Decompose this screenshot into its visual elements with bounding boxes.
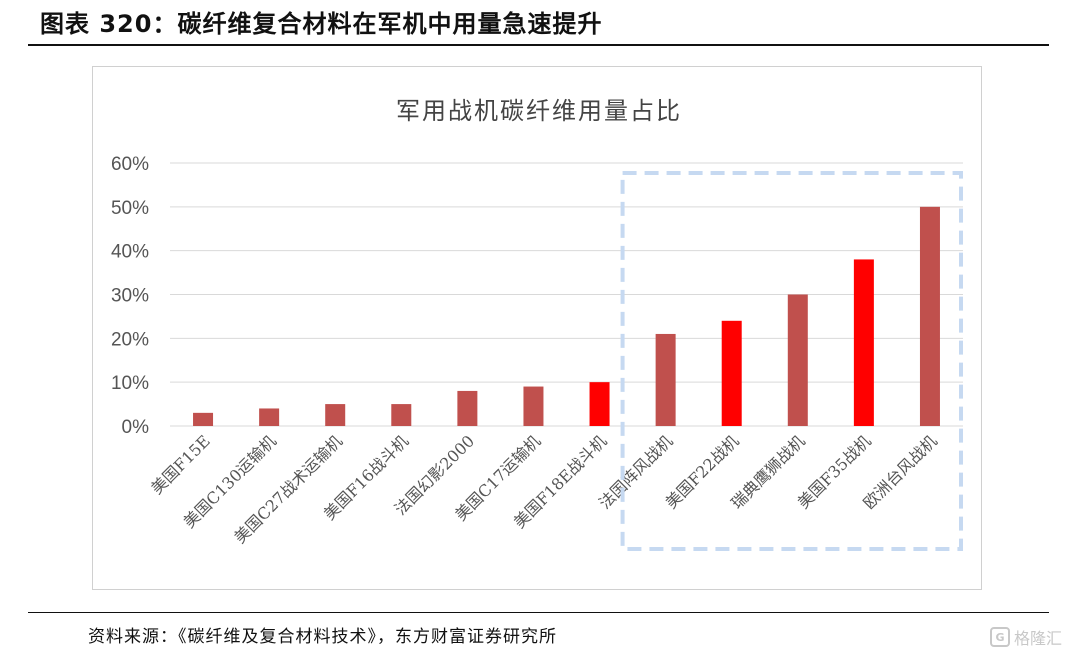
- bar: [325, 404, 346, 426]
- watermark: G 格隆汇: [989, 625, 1062, 649]
- bars: [193, 206, 940, 426]
- bar: [259, 408, 280, 426]
- bar: [193, 412, 214, 426]
- source-note: 资料来源：《碳纤维及复合材料技术》，东方财富证券研究所: [88, 627, 557, 647]
- y-tick-label: 10%: [111, 373, 149, 394]
- x-axis-labels: 美国F15E美国C130运输机美国C27战术运输机美国F16战斗机法国幻影200…: [147, 431, 940, 547]
- watermark-logo-icon: G: [989, 627, 1010, 647]
- bar: [391, 404, 412, 426]
- gridlines: [170, 162, 963, 427]
- highlight-box: [620, 171, 963, 551]
- bar: [523, 386, 544, 426]
- bar-chart: 军用战机碳纤维用量占比 0% 10% 20% 30% 40% 50% 60% 美国F15E美…: [111, 97, 963, 551]
- bar: [589, 382, 610, 426]
- y-tick-label: 20%: [111, 329, 149, 350]
- bar: [721, 320, 742, 426]
- y-tick-label: 60%: [111, 154, 149, 175]
- bar: [787, 294, 808, 426]
- bar: [457, 390, 478, 426]
- figure-title: 图表 320：碳纤维复合材料在军机中用量急速提升: [40, 10, 603, 38]
- x-tick-label: 美国C27战术运输机: [230, 431, 346, 547]
- chart-title: 军用战机碳纤维用量占比: [396, 97, 682, 125]
- watermark-text: 格隆汇: [1013, 629, 1062, 648]
- bar: [919, 206, 940, 426]
- x-tick-label: 美国F15E: [147, 431, 214, 498]
- y-axis-ticks: 0% 10% 20% 30% 40% 50% 60%: [111, 154, 149, 438]
- top-rule: [28, 44, 1049, 46]
- bar: [655, 333, 676, 426]
- y-tick-label: 50%: [111, 198, 149, 219]
- y-tick-label: 40%: [111, 242, 149, 263]
- bottom-rule: [28, 612, 1049, 613]
- y-tick-label: 0%: [122, 417, 150, 438]
- chart-frame: 军用战机碳纤维用量占比 0% 10% 20% 30% 40% 50% 60% 美国F15E 美…: [92, 66, 982, 590]
- bar: [853, 259, 874, 426]
- y-tick-label: 30%: [111, 286, 149, 307]
